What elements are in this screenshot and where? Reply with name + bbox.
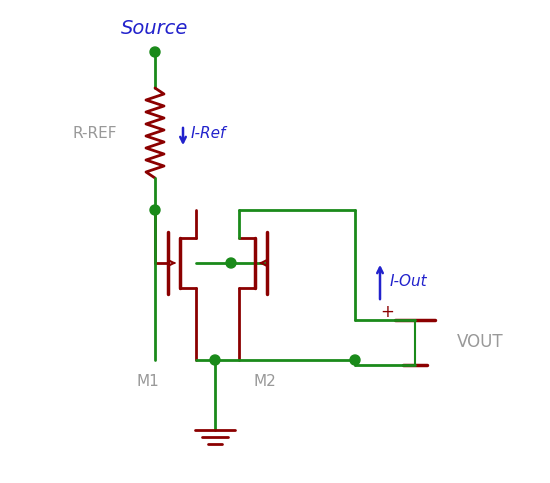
Text: R-REF: R-REF (73, 126, 117, 141)
Text: I-Ref: I-Ref (191, 127, 227, 142)
Text: M2: M2 (254, 374, 276, 389)
Circle shape (150, 47, 160, 57)
Circle shape (150, 205, 160, 215)
Text: VOUT: VOUT (456, 333, 503, 351)
Text: Source: Source (122, 18, 189, 38)
Text: M1: M1 (136, 374, 160, 389)
Text: I-Out: I-Out (390, 274, 428, 289)
Circle shape (350, 355, 360, 365)
Circle shape (210, 355, 220, 365)
Text: +: + (380, 303, 394, 321)
Circle shape (226, 258, 236, 268)
